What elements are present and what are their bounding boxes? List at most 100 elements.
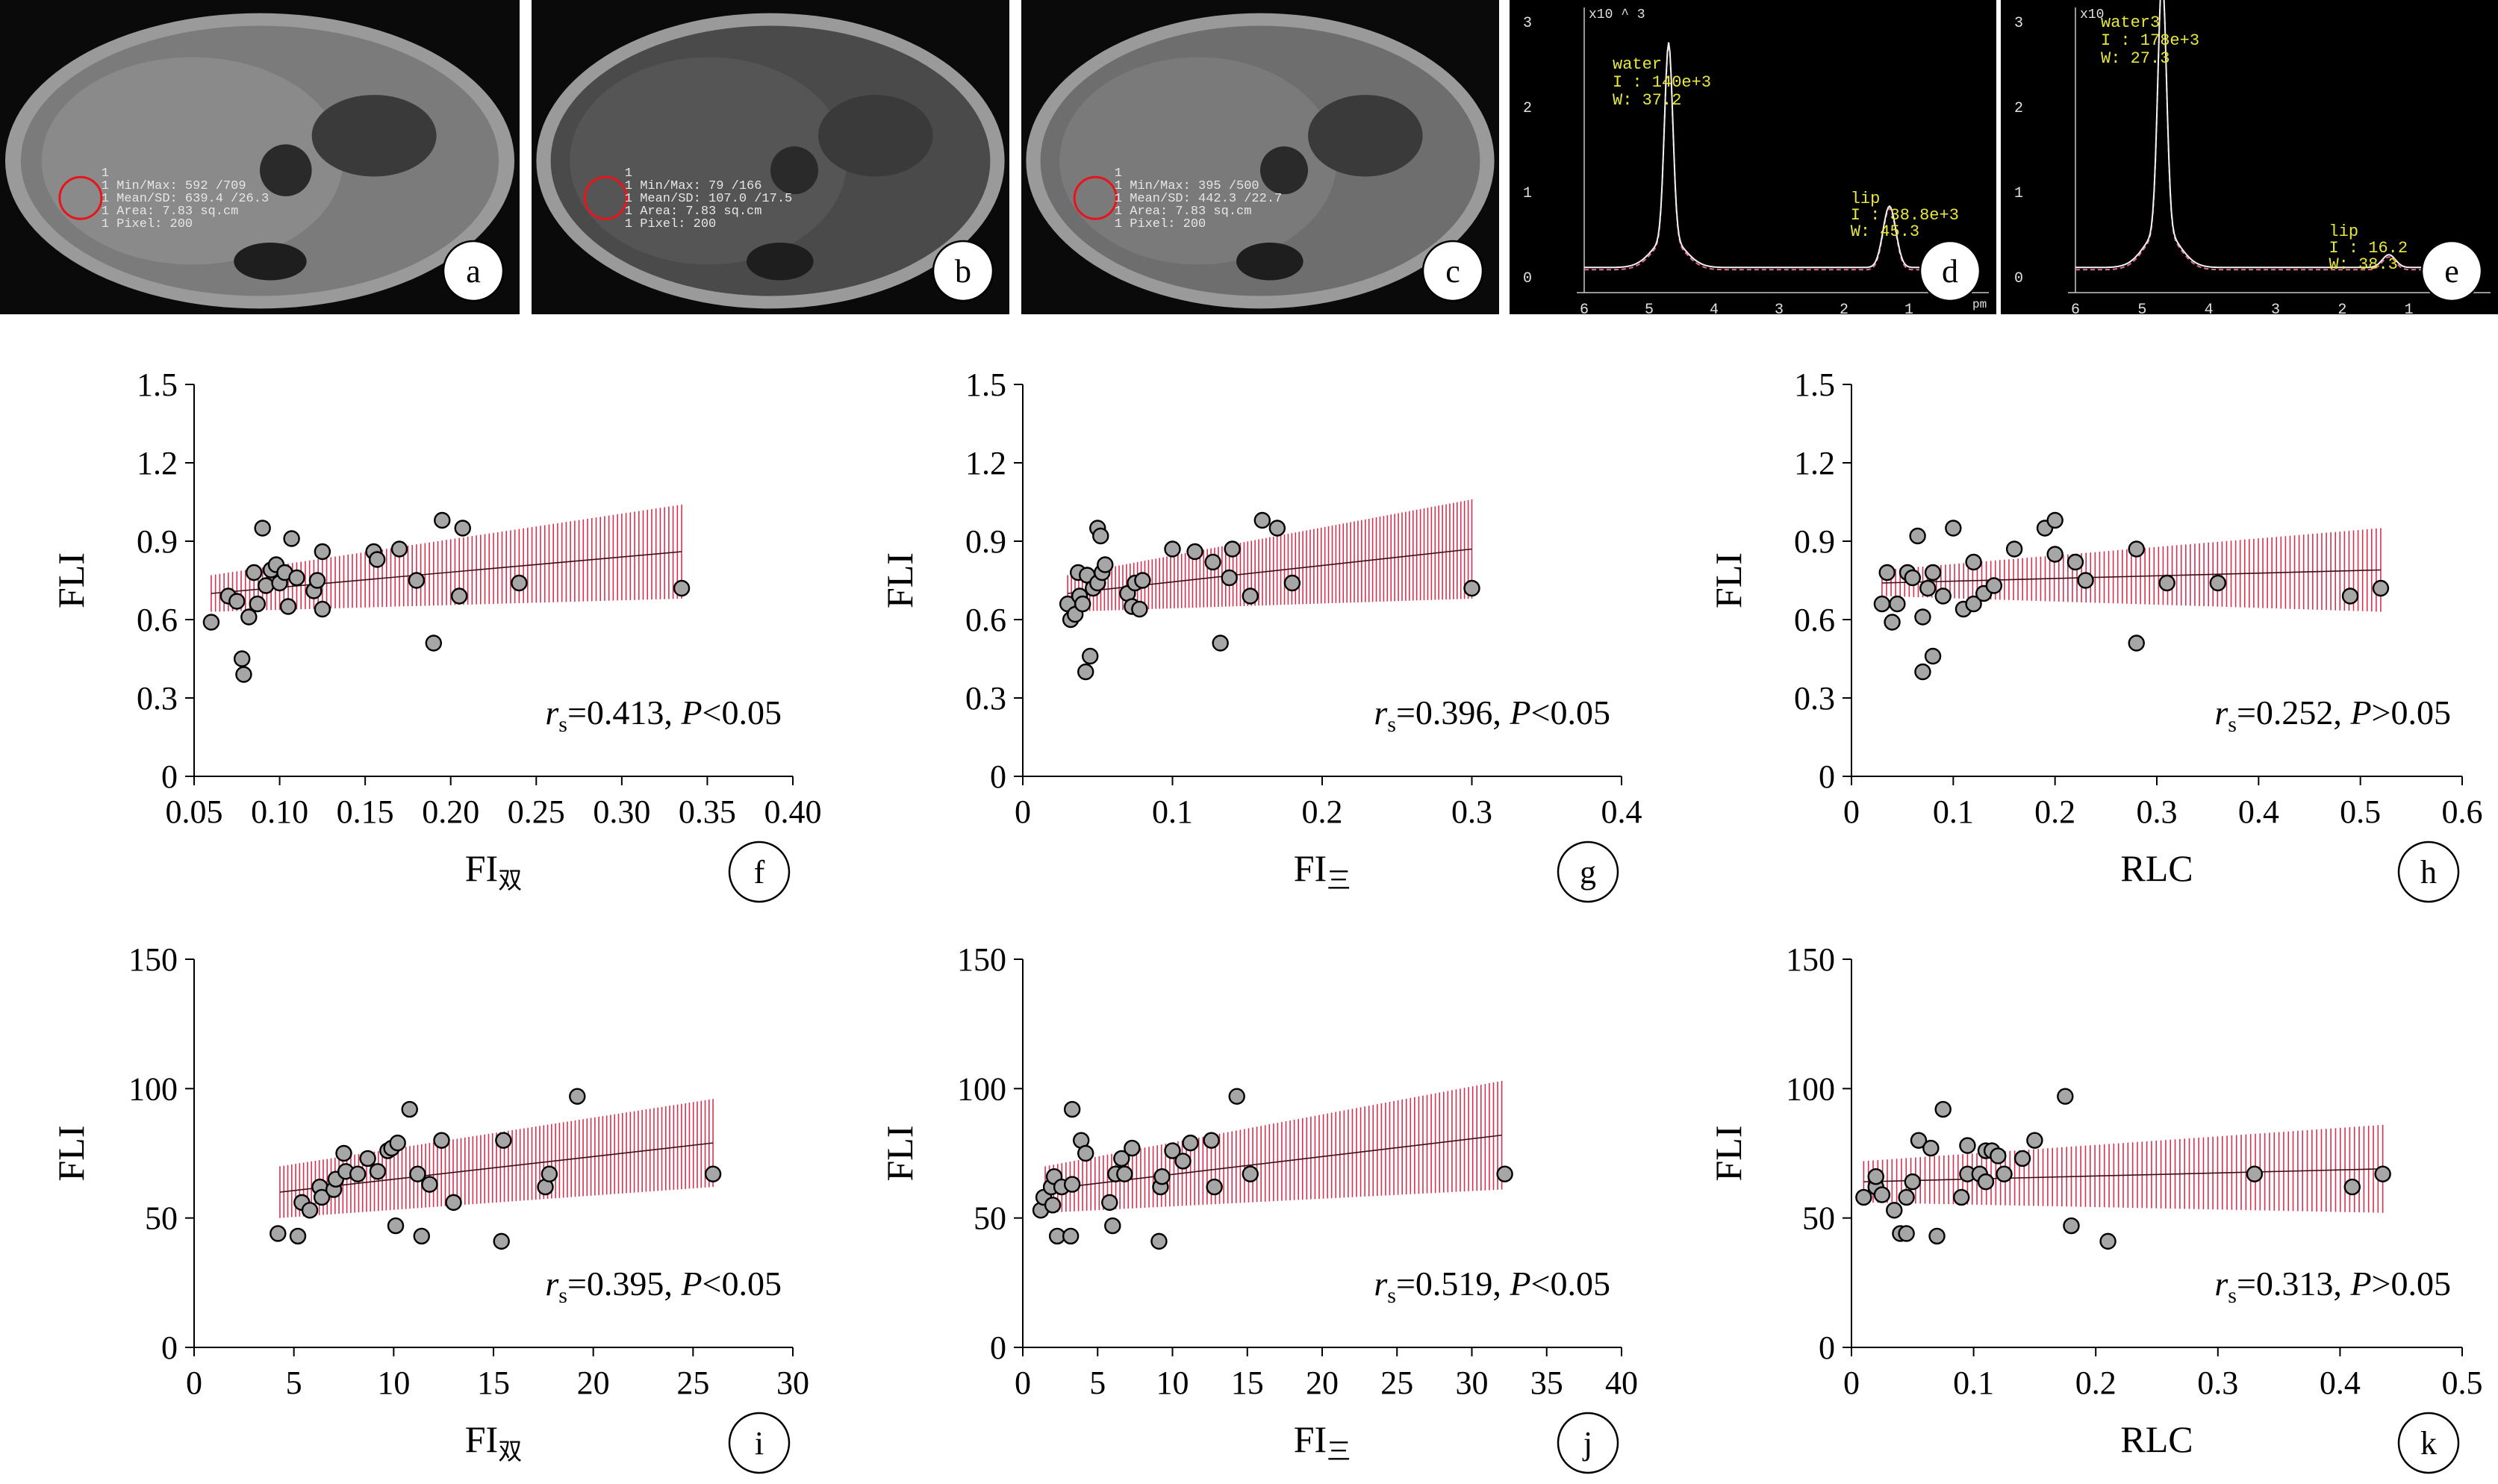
data-point xyxy=(493,1232,510,1250)
x-tick-label: 0.3 xyxy=(2137,794,2178,830)
data-point xyxy=(2013,1150,2031,1167)
correlation-stat: rs=0.313, P>0.05 xyxy=(2214,1265,2451,1308)
roi-stat-line: 1 xyxy=(102,166,109,181)
water-peak-label: water xyxy=(1613,55,1662,74)
data-point xyxy=(1919,579,1937,597)
panel-letter: i xyxy=(755,1425,764,1462)
roi-stat-line: 1 Area: 7.83 sq.cm xyxy=(625,205,762,219)
x-tick-label: 20 xyxy=(1306,1365,1339,1401)
data-point xyxy=(1889,595,1906,613)
lipid-peak-label: lip xyxy=(1851,190,1881,208)
data-point xyxy=(2005,540,2023,558)
data-point xyxy=(1886,1202,1903,1219)
panel-letter-circle xyxy=(1919,240,1981,302)
spectrum-y-tick: 1 xyxy=(2014,185,2023,202)
panel-letter: f xyxy=(754,854,765,891)
x-tick-label: 25 xyxy=(676,1365,709,1401)
x-tick-label: 30 xyxy=(776,1365,809,1401)
data-point xyxy=(1898,1188,1915,1206)
data-point xyxy=(408,572,426,589)
data-point xyxy=(240,608,258,626)
data-point xyxy=(1077,663,1094,681)
x-tick-label: 0.1 xyxy=(1953,1365,1994,1401)
panel-letter-circle xyxy=(728,841,791,903)
data-point xyxy=(413,1227,430,1245)
data-point xyxy=(511,574,528,592)
y-tick-label: 0 xyxy=(1819,1329,1835,1366)
data-point xyxy=(1910,1132,1928,1149)
data-point xyxy=(288,569,305,587)
x-tick-label: 40 xyxy=(1605,1365,1638,1401)
scatter-panel-g: 0 0.3 0.6 0.9 1.2 1.5 0 0.1 0.2 0.3 0.4 FLI FI三 rs=0.… xyxy=(829,343,1657,926)
data-point xyxy=(1867,1168,1884,1185)
y-tick-label: 0.3 xyxy=(965,680,1006,717)
x-axis-label: FI双 xyxy=(465,1418,522,1465)
correlation-stat: rs=0.396, P<0.05 xyxy=(1374,693,1610,737)
lipid-peak-label: lip xyxy=(2329,222,2358,241)
x-tick-label: 0.2 xyxy=(1302,794,1343,830)
data-point xyxy=(409,1165,426,1182)
y-tick-label: 0 xyxy=(990,758,1006,795)
data-point xyxy=(1990,1147,2007,1165)
data-point xyxy=(202,614,220,631)
x-tick-label: 0.20 xyxy=(422,794,479,830)
data-point xyxy=(1221,569,1238,587)
x-tick-label: 0 xyxy=(186,1365,202,1401)
liver xyxy=(41,57,343,265)
x-axis-label: FI双 xyxy=(465,847,522,894)
roi-stat-line: 1 Area: 7.83 sq.cm xyxy=(102,205,239,219)
roi-stat-line: 1 xyxy=(625,166,632,181)
data-point xyxy=(2374,1165,2391,1182)
roi-stat-line: 1 Min/Max: 79 /166 xyxy=(625,179,762,193)
data-point xyxy=(1203,1132,1220,1149)
x-axis-label: FI三 xyxy=(1294,847,1351,894)
data-point xyxy=(301,1202,319,1219)
spectrum-x-tick: 3 xyxy=(2271,302,2280,314)
roi-stat-line: 1 Pixel: 200 xyxy=(102,217,193,231)
data-point xyxy=(390,540,408,558)
data-point xyxy=(1186,543,1203,561)
data-point xyxy=(495,1132,512,1149)
x-tick-label: 0.4 xyxy=(2238,794,2279,830)
scatter-svg: 0 0.3 0.6 0.9 1.2 1.5 0 0.1 0.2 0.3 0.4 FLI FI三 rs=0.… xyxy=(879,367,1642,903)
data-point xyxy=(246,564,263,582)
panel-letter-circle xyxy=(1421,240,1484,302)
data-point xyxy=(541,1165,558,1182)
data-point xyxy=(425,635,442,652)
data-point xyxy=(1164,540,1181,558)
y-axis-label: FLI xyxy=(50,1126,92,1182)
data-point xyxy=(1131,600,1148,618)
x-tick-label: 0.6 xyxy=(2442,794,2483,830)
panel-letter: g xyxy=(1580,854,1596,891)
data-point xyxy=(283,530,300,547)
spectrum-x-tick: 5 xyxy=(2137,302,2146,314)
panel-letter: j xyxy=(1582,1425,1592,1462)
data-point xyxy=(1884,614,1901,631)
data-point xyxy=(1253,511,1271,529)
spectrum-y-tick: 1 xyxy=(1523,185,1532,202)
stomach xyxy=(311,95,437,177)
data-point xyxy=(2128,635,2145,652)
data-point xyxy=(1924,564,1942,582)
data-point xyxy=(1934,587,1952,605)
data-point xyxy=(1909,527,1926,545)
y-tick-label: 50 xyxy=(1802,1200,1835,1237)
spectrum-x-tick: 6 xyxy=(2071,302,2080,314)
data-point xyxy=(233,650,251,667)
x-tick-label: 0 xyxy=(1843,1365,1860,1401)
panel-letter: e xyxy=(2444,253,2459,290)
y-tick-label: 150 xyxy=(1786,941,1835,978)
x-tick-label: 0.40 xyxy=(764,794,822,830)
data-point xyxy=(1074,595,1091,613)
data-point xyxy=(1204,553,1221,571)
data-point xyxy=(235,666,252,683)
data-point xyxy=(389,1134,406,1152)
data-point xyxy=(1242,1165,1259,1182)
data-point xyxy=(1965,595,1982,613)
data-point xyxy=(270,1225,287,1242)
y-axis-label: FLI xyxy=(879,1126,921,1182)
spectrum-panel-e: 3 2 1 0 6 5 4 3 2 1 x10 water3 I : 178e+3 W: 27.3 lip I… xyxy=(2001,0,2498,314)
spectrum-y-tick: 2 xyxy=(2014,100,2023,117)
